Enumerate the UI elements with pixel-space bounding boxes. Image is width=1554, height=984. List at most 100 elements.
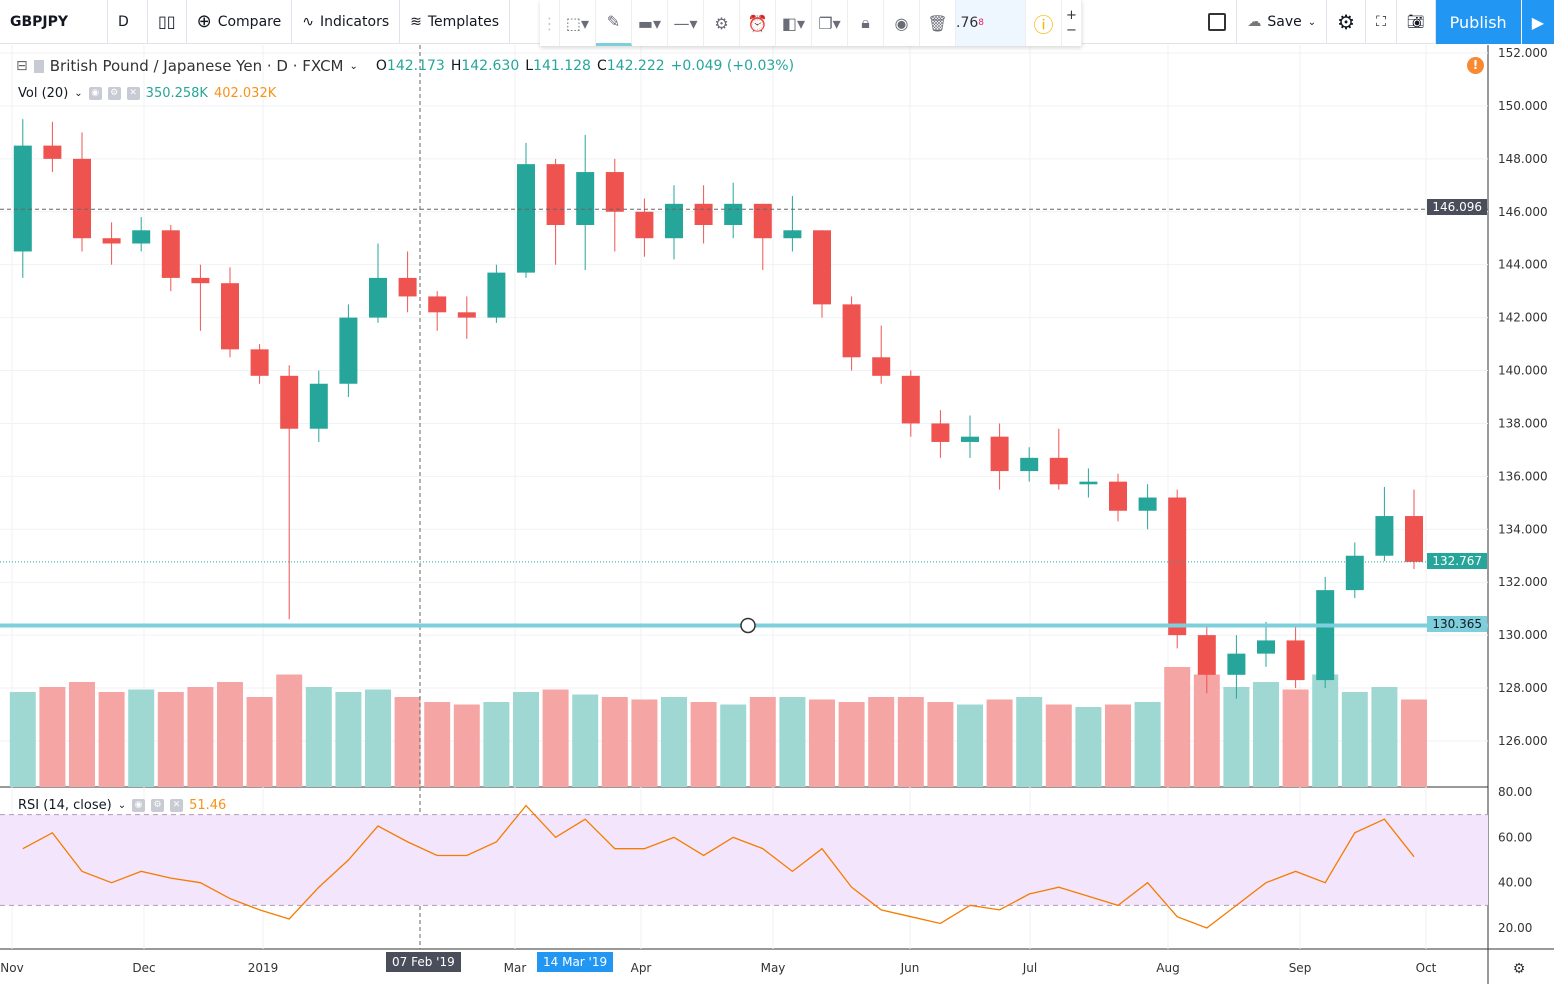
symbol-label: GBPJPY <box>10 13 69 30</box>
minus-icon[interactable]: − <box>1066 23 1077 38</box>
zoom-buttons[interactable]: + − <box>1062 0 1082 46</box>
play-button[interactable]: ▶ <box>1520 0 1554 44</box>
volume-bar <box>1341 692 1368 787</box>
templates-button[interactable]: ≋ Templates <box>400 0 511 44</box>
warning-icon[interactable]: ! <box>1467 57 1484 74</box>
price-tick-label: 150.000 <box>1498 99 1548 113</box>
candle-body <box>1405 516 1423 562</box>
volume-bar <box>1016 697 1043 787</box>
alarm-icon[interactable]: ⏰ <box>740 0 776 46</box>
low-value: 141.128 <box>533 58 591 74</box>
publish-button[interactable]: Publish <box>1435 0 1521 44</box>
volume-bar <box>1401 699 1427 787</box>
gear-icon[interactable]: ⚙ <box>107 87 121 100</box>
hover-date-label: 14 Mar '19 <box>537 952 614 972</box>
clone-icon[interactable]: ❐▾ <box>812 0 848 46</box>
candle-body <box>161 230 180 278</box>
volume-bar <box>572 694 599 787</box>
rsi-band <box>0 814 1488 906</box>
indicators-button[interactable]: ∿ Indicators <box>292 0 401 44</box>
interval-button[interactable]: D <box>108 0 148 44</box>
chart-canvas[interactable]: Nov Dec 2019 Mar Apr May Jun Jul Aug Sep Oct 152.00… <box>0 45 1554 984</box>
symbol-title[interactable]: British Pound / Japanese Yen · D · FXCM <box>49 57 344 75</box>
candle-body <box>43 145 62 159</box>
candle-body <box>398 277 417 297</box>
volume-label[interactable]: Vol (20) <box>18 86 69 101</box>
plus-icon[interactable]: + <box>1066 8 1077 23</box>
x-tick-label: 2019 <box>248 961 279 975</box>
layers-icon[interactable]: ◧▾ <box>776 0 812 46</box>
volume-bar <box>809 699 835 787</box>
price-tick-label: 138.000 <box>1498 416 1548 430</box>
candle-body <box>1257 640 1275 654</box>
candle-body <box>487 272 506 318</box>
volume-bar <box>1282 689 1309 787</box>
camera-icon: 📷︎ <box>1406 14 1425 30</box>
rsi-tick-label: 60.00 <box>1498 830 1532 844</box>
interval-label: D <box>118 13 129 30</box>
volume-bar <box>838 702 865 787</box>
settings-gear-icon[interactable]: ⚙ <box>1513 961 1526 977</box>
close-icon[interactable]: ✕ <box>126 87 140 100</box>
candle-body <box>961 436 979 442</box>
volume-bar <box>779 697 806 787</box>
price-tick-label: 132.000 <box>1498 575 1548 589</box>
settings-button[interactable]: ⚙ <box>1327 0 1367 44</box>
eye-icon[interactable]: ◉ <box>884 0 920 46</box>
eye-icon[interactable]: ◉ <box>132 799 146 812</box>
collapse-icon[interactable]: ⊟ <box>16 58 28 74</box>
candle-body <box>1168 497 1187 636</box>
x-tick-label: Nov <box>0 961 23 975</box>
price-tick-label: 144.000 <box>1498 258 1548 272</box>
rsi-value: 51.46 <box>189 798 227 813</box>
flag-icon <box>33 59 44 73</box>
gear-icon[interactable]: ⚙ <box>151 799 165 812</box>
rsi-label[interactable]: RSI (14, close) <box>18 798 112 813</box>
candle-body <box>339 317 358 384</box>
save-button[interactable]: ☁ Save ⌄ <box>1237 0 1328 44</box>
info-icon[interactable]: ⓘ <box>1026 0 1062 46</box>
pencil-icon[interactable]: ✎ <box>596 0 632 46</box>
candle-body <box>694 203 713 225</box>
drag-handle-icon[interactable]: ⋮ <box>540 0 560 46</box>
candle-body <box>191 277 210 284</box>
chevron-down-icon: ⌄ <box>1307 16 1317 28</box>
volume-bar <box>661 697 687 787</box>
compare-button[interactable]: ⊕ Compare <box>187 0 293 44</box>
candle-body <box>605 172 624 212</box>
gear-icon[interactable]: ⚙ <box>704 0 740 46</box>
close-icon[interactable]: ✕ <box>170 799 184 812</box>
fullscreen-button[interactable]: ⛶ <box>1366 0 1397 44</box>
candle-body <box>250 349 269 376</box>
high-label: H <box>450 58 462 74</box>
drawing-handle[interactable] <box>740 617 756 634</box>
symbol-button[interactable]: GBPJPY <box>0 0 108 44</box>
candles-icon: ▯▯ <box>158 12 176 31</box>
snapshot-button[interactable]: 📷︎ <box>1397 0 1436 44</box>
volume-bar <box>98 692 125 787</box>
line-width-icon[interactable]: ▬▾ <box>632 0 668 46</box>
select-area-icon[interactable]: ⬚▾ <box>560 0 596 46</box>
price-tick-label: 126.000 <box>1498 734 1548 748</box>
volume-bar <box>1371 687 1398 787</box>
chart-type-button[interactable]: ▯▯ <box>148 0 187 44</box>
chevron-down-icon[interactable]: ⌄ <box>349 60 358 72</box>
chevron-down-icon[interactable]: ⌄ <box>117 800 127 811</box>
volume-bar <box>305 687 332 787</box>
volume-bar <box>1164 667 1191 787</box>
volume-bar <box>365 689 391 787</box>
x-tick-label: May <box>761 961 786 975</box>
plus-circle-icon: ⊕ <box>196 11 212 32</box>
eye-icon[interactable]: ◉ <box>88 87 102 100</box>
trash-icon[interactable]: 🗑︎ <box>920 0 956 46</box>
price-tick-label: 140.000 <box>1498 364 1548 378</box>
candle-body <box>1316 590 1335 681</box>
templates-icon: ≋ <box>410 13 422 30</box>
line-style-icon[interactable]: —▾ <box>668 0 704 46</box>
candle-body <box>783 230 802 239</box>
chevron-down-icon[interactable]: ⌄ <box>74 88 83 99</box>
fullscreen-square-button[interactable] <box>1198 0 1238 44</box>
price-tick-label: 152.000 <box>1498 46 1548 60</box>
lock-icon[interactable]: 🔒︎ <box>848 0 884 46</box>
crosshair-price-label: 146.096 <box>1427 199 1487 215</box>
